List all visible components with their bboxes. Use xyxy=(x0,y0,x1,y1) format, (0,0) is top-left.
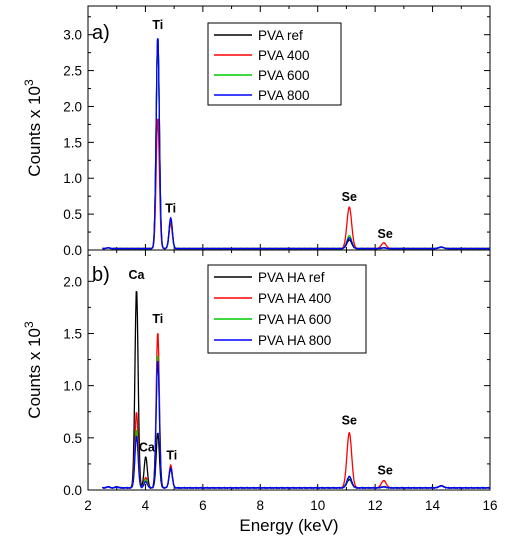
panel-a-legend-entry-0: PVA ref xyxy=(258,28,303,43)
panel-a-y-tick-label-0: 0.0 xyxy=(63,243,82,258)
panel-b-series-pva-ha-800 xyxy=(102,360,491,489)
panel-b-y-tick-label-1.5: 1.5 xyxy=(63,326,82,341)
panel-b-y-axis-label: Counts x 103 xyxy=(22,321,44,419)
panel-a-peak-label-ti-1: Ti xyxy=(165,202,176,216)
panel-a-y-tick-label-2: 2.0 xyxy=(63,99,82,114)
panel-b-y-tick-label-1: 1.0 xyxy=(63,379,82,394)
panel-b-y-tick-label-2: 2.0 xyxy=(63,274,82,289)
panel-a-y-axis-label: Counts x 103 xyxy=(22,79,44,177)
x-tick-label-2: 2 xyxy=(84,498,92,513)
panel-b-series xyxy=(102,291,491,489)
panel-a-peak-annotations: Ti Ti Se Se xyxy=(152,18,393,241)
panel-b-peak-label-ca-0: Ca xyxy=(129,268,146,282)
panel-b-legend-entry-0: PVA HA ref xyxy=(258,270,325,285)
x-axis-label: Energy (keV) xyxy=(239,516,338,535)
panel-a: 0.0 0.5 1.0 1.5 2.0 2.5 3.0 Ti Ti Se Se a) Counts… xyxy=(22,5,491,258)
panel-a-legend-entry-1: PVA 400 xyxy=(258,48,310,63)
panel-a-series-pva-800 xyxy=(102,38,491,250)
x-tick-label-4: 4 xyxy=(142,498,150,513)
x-tick-label-10: 10 xyxy=(310,498,325,513)
panel-b-peak-label-ti-3: Ti xyxy=(166,449,177,463)
x-tick-label-6: 6 xyxy=(199,498,207,513)
panel-b-peak-label-se-4: Se xyxy=(342,413,357,427)
panel-a-y-tick-label-2.5: 2.5 xyxy=(63,64,82,79)
panel-a-peak-label-ti-0: Ti xyxy=(152,18,163,32)
panel-a-y-tick-label-1.5: 1.5 xyxy=(63,135,82,150)
panel-a-legend: PVA ref PVA 400 PVA 600 PVA 800 xyxy=(207,22,342,106)
panel-b-peak-label-se-5: Se xyxy=(378,463,393,477)
panel-b-legend-entry-1: PVA HA 400 xyxy=(258,291,331,306)
panel-b-legend-entry-3: PVA HA 800 xyxy=(258,333,331,348)
panel-b-y-tick-label-0: 0.0 xyxy=(63,483,82,498)
panel-a-y-tick-label-0.5: 0.5 xyxy=(63,207,82,222)
panel-a-ticks: 0.0 0.5 1.0 1.5 2.0 2.5 3.0 xyxy=(63,6,491,258)
panel-a-series xyxy=(102,38,491,250)
panel-a-y-tick-label-1: 1.0 xyxy=(63,171,82,186)
panel-a-legend-entry-2: PVA 600 xyxy=(258,68,310,83)
panel-a-legend-entry-3: PVA 800 xyxy=(258,88,310,103)
panel-a-peak-label-se-2: Se xyxy=(342,190,357,204)
panel-b-peak-label-ca-1: Ca xyxy=(139,440,156,454)
panel-b-legend-entry-2: PVA HA 600 xyxy=(258,312,331,327)
panel-b-label: b) xyxy=(92,264,110,286)
panel-a-peak-label-se-3: Se xyxy=(378,227,393,241)
panel-b-legend: PVA HA ref PVA HA 400 PVA HA 600 PVA HA 800 xyxy=(207,264,367,354)
panel-b-ticks: 2 4 6 8 10 12 14 16 0.0 0.5 1.0 1.5 2.0 xyxy=(63,250,498,513)
panel-b-y-tick-label-0.5: 0.5 xyxy=(63,431,82,446)
panel-a-y-tick-label-3: 3.0 xyxy=(63,28,82,43)
panel-a-label: a) xyxy=(92,22,110,44)
panel-b-legend-box xyxy=(207,264,367,354)
panel-b: 2 4 6 8 10 12 14 16 0.0 0.5 1.0 1.5 2.0 Ca Ca Ti Ti Se Se… xyxy=(22,249,498,535)
panel-b-peak-label-ti-2: Ti xyxy=(152,312,163,326)
x-tick-label-8: 8 xyxy=(257,498,265,513)
x-tick-label-12: 12 xyxy=(368,498,383,513)
panel-a-legend-box xyxy=(207,22,342,106)
panel-b-peak-annotations: Ca Ca Ti Ti Se Se xyxy=(129,268,393,477)
x-tick-label-14: 14 xyxy=(425,498,441,513)
x-tick-label-16: 16 xyxy=(482,498,497,513)
